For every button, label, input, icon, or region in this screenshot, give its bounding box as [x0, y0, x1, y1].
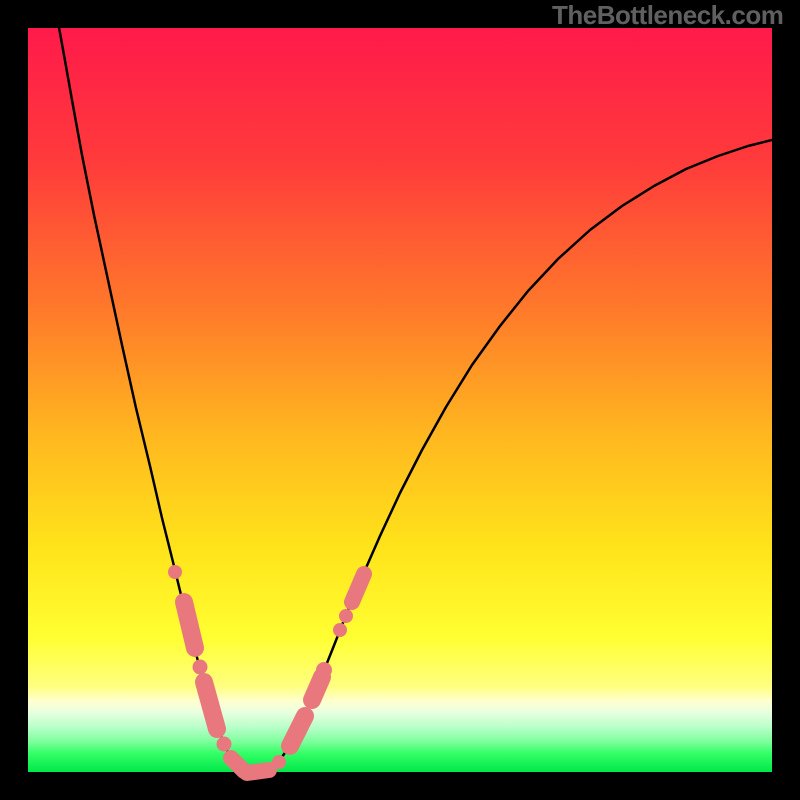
marker-capsule [312, 677, 322, 700]
marker-dot [272, 755, 286, 769]
chart-container: TheBottleneck.com [0, 0, 800, 800]
marker-dot [217, 737, 232, 752]
plot-background [28, 28, 772, 772]
marker-dot [333, 623, 347, 637]
marker-capsule [247, 770, 269, 773]
chart-svg [0, 0, 800, 800]
marker-capsule [352, 574, 364, 602]
marker-dot [168, 565, 182, 579]
marker-dot [339, 609, 353, 623]
marker-dot [193, 660, 208, 675]
marker-dot [316, 662, 332, 678]
marker-capsule [204, 682, 217, 729]
marker-capsule [184, 602, 195, 648]
watermark-text: TheBottleneck.com [552, 0, 783, 31]
